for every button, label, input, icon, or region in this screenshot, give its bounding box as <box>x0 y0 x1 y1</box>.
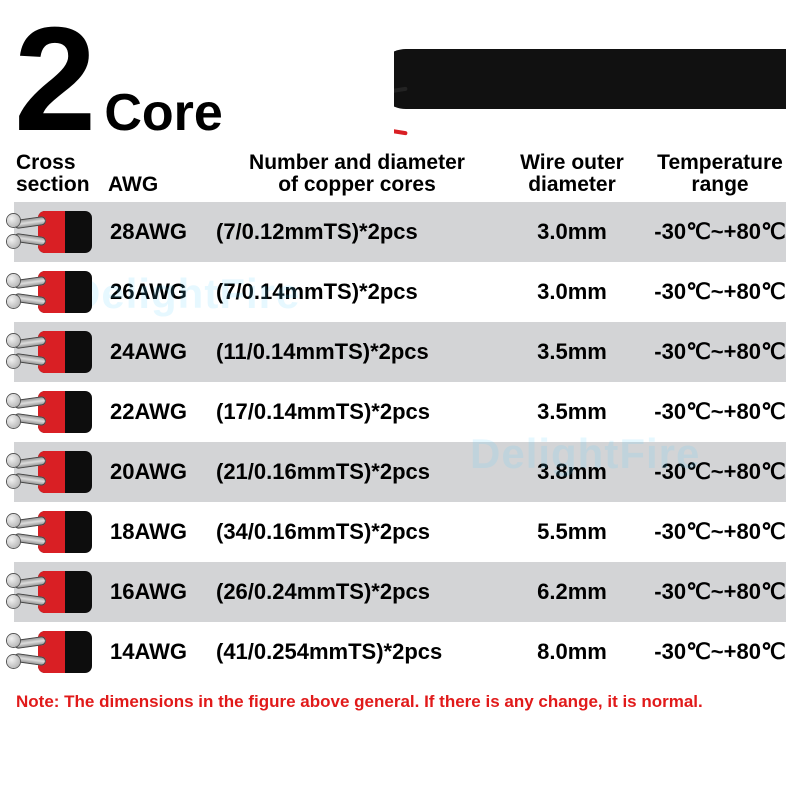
cell-spec: (7/0.14mmTS)*2pcs <box>216 279 498 305</box>
cell-dia: 5.5mm <box>498 519 646 545</box>
cell-dia: 3.5mm <box>498 399 646 425</box>
col-cross-section: Cross section <box>14 152 108 196</box>
cross-section-icon <box>14 211 108 253</box>
cell-awg: 22AWG <box>108 399 216 425</box>
table-row: 20AWG (21/0.16mmTS)*2pcs 3.8mm -30℃~+80℃ <box>14 442 786 502</box>
cell-awg: 20AWG <box>108 459 216 485</box>
col-spec: Number and diameter of copper cores <box>216 152 498 196</box>
cross-section-icon <box>14 331 108 373</box>
cross-section-icon <box>14 271 108 313</box>
cross-section-icon <box>14 571 108 613</box>
inner-lead-black-icon <box>394 87 408 108</box>
table-row: 24AWG (11/0.14mmTS)*2pcs 3.5mm -30℃~+80℃ <box>14 322 786 382</box>
cross-section-icon <box>14 511 108 553</box>
cell-awg: 28AWG <box>108 219 216 245</box>
cell-temp: -30℃~+80℃ <box>646 219 794 245</box>
col-awg: AWG <box>108 174 216 196</box>
cell-spec: (21/0.16mmTS)*2pcs <box>216 459 498 485</box>
cell-temp: -30℃~+80℃ <box>646 399 794 425</box>
cable-jacket <box>394 49 786 109</box>
table-row: 22AWG (17/0.14mmTS)*2pcs 3.5mm -30℃~+80℃ <box>14 382 786 442</box>
col-temp: Temperature range <box>646 152 794 196</box>
cell-dia: 3.0mm <box>498 279 646 305</box>
footer-note: Note: The dimensions in the figure above… <box>14 682 786 712</box>
table-row: 14AWG (41/0.254mmTS)*2pcs 8.0mm -30℃~+80… <box>14 622 786 682</box>
header: 2 Core <box>14 10 786 150</box>
cross-section-icon <box>14 451 108 493</box>
cell-dia: 3.0mm <box>498 219 646 245</box>
cell-dia: 3.5mm <box>498 339 646 365</box>
cell-spec: (17/0.14mmTS)*2pcs <box>216 399 498 425</box>
cell-awg: 16AWG <box>108 579 216 605</box>
col-diameter: Wire outer diameter <box>498 152 646 196</box>
cell-awg: 18AWG <box>108 519 216 545</box>
cross-section-icon <box>14 391 108 433</box>
cell-dia: 3.8mm <box>498 459 646 485</box>
cell-temp: -30℃~+80℃ <box>646 639 794 665</box>
title-number: 2 <box>14 18 90 142</box>
page-root: DelightFire DelightFire 2 Core Cross sec… <box>0 0 800 800</box>
cell-temp: -30℃~+80℃ <box>646 279 794 305</box>
cell-spec: (34/0.16mmTS)*2pcs <box>216 519 498 545</box>
title-core: Core <box>104 83 222 143</box>
cell-spec: (7/0.12mmTS)*2pcs <box>216 219 498 245</box>
cell-awg: 24AWG <box>108 339 216 365</box>
cell-spec: (41/0.254mmTS)*2pcs <box>216 639 498 665</box>
cross-section-icon <box>14 631 108 673</box>
cell-spec: (11/0.14mmTS)*2pcs <box>216 339 498 365</box>
table-row: 16AWG (26/0.24mmTS)*2pcs 6.2mm -30℃~+80℃ <box>14 562 786 622</box>
cell-awg: 14AWG <box>108 639 216 665</box>
cell-temp: -30℃~+80℃ <box>646 519 794 545</box>
inner-lead-red-icon <box>394 115 408 136</box>
cell-temp: -30℃~+80℃ <box>646 339 794 365</box>
spec-table: 28AWG (7/0.12mmTS)*2pcs 3.0mm -30℃~+80℃ … <box>14 202 786 682</box>
column-headers: Cross section AWG Number and diameter of… <box>14 150 786 202</box>
cell-dia: 8.0mm <box>498 639 646 665</box>
cell-temp: -30℃~+80℃ <box>646 579 794 605</box>
cell-spec: (26/0.24mmTS)*2pcs <box>216 579 498 605</box>
cell-temp: -30℃~+80℃ <box>646 459 794 485</box>
cable-illustration <box>394 15 786 145</box>
table-row: 18AWG (34/0.16mmTS)*2pcs 5.5mm -30℃~+80℃ <box>14 502 786 562</box>
table-row: 28AWG (7/0.12mmTS)*2pcs 3.0mm -30℃~+80℃ <box>14 202 786 262</box>
table-row: 26AWG (7/0.14mmTS)*2pcs 3.0mm -30℃~+80℃ <box>14 262 786 322</box>
cell-dia: 6.2mm <box>498 579 646 605</box>
header-title: 2 Core <box>14 18 394 143</box>
cell-awg: 26AWG <box>108 279 216 305</box>
